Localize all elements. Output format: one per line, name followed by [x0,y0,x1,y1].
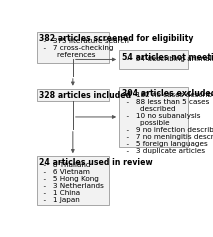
Text: 382 articles screened for eligibility: 382 articles screened for eligibility [39,34,193,43]
Text: -   8 Thailand
  -   6 Vietnam
  -   5 Hong Kong
  -   3 Netherlands
  -   1 Chi: - 8 Thailand - 6 Vietnam - 5 Hong Kong -… [39,162,104,203]
Text: 304 articles excluded from review: 304 articles excluded from review [122,89,213,98]
FancyBboxPatch shape [37,32,109,63]
FancyBboxPatch shape [37,89,109,101]
FancyBboxPatch shape [37,156,109,205]
FancyBboxPatch shape [119,87,189,147]
Text: -   375 literature search
  -   7 cross-checking
        references: - 375 literature search - 7 cross-checki… [39,37,129,58]
Text: 24 articles used in review: 24 articles used in review [39,158,153,167]
Text: 328 articles included: 328 articles included [39,91,131,100]
Text: 54 articles not meeting inclusion criteria: 54 articles not meeting inclusion criter… [122,53,213,62]
Text: -   182 no cases described
  -   88 less than 5 cases
        described
  -   10: - 182 no cases described - 88 less than … [122,92,213,154]
FancyBboxPatch shape [119,50,189,68]
Text: -   54 describing animals: - 54 describing animals [122,56,213,62]
